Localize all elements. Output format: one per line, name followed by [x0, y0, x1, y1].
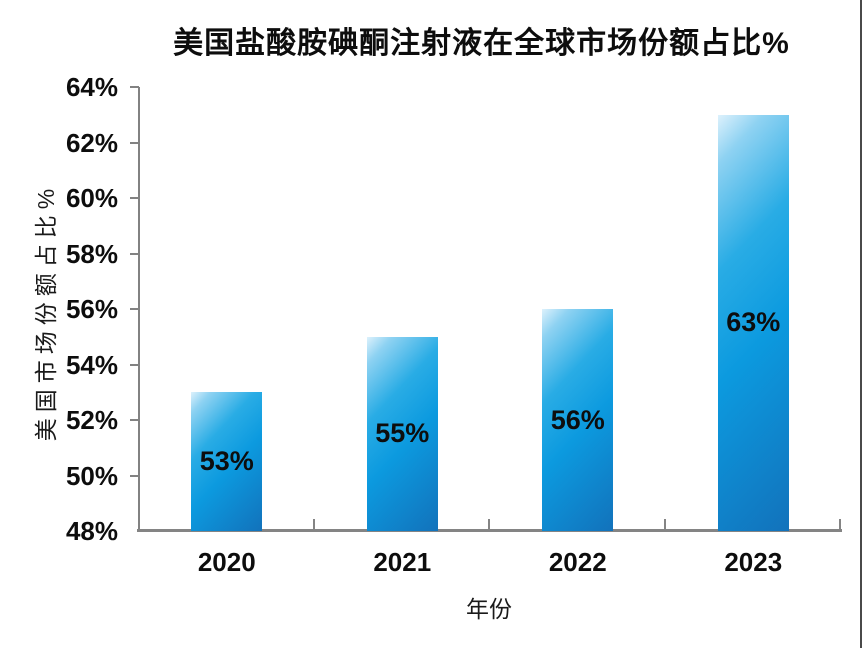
x-axis-title: 年份 — [466, 596, 512, 622]
y-tick-label: 58% — [65, 238, 118, 269]
y-tick-label: 52% — [65, 405, 118, 435]
y-tick-label: 54% — [65, 349, 118, 380]
y-axis-line — [138, 87, 140, 532]
bar: 53% — [191, 392, 263, 531]
page-right-border — [860, 0, 862, 648]
y-tick-label: 50% — [65, 460, 118, 491]
y-tick-mark — [130, 197, 139, 199]
y-tick-mark — [130, 308, 139, 310]
y-tick-mark — [130, 252, 139, 255]
x-category-label: 2020 — [197, 547, 256, 577]
bar-value-label: 53% — [199, 446, 254, 477]
x-category-label: 2022 — [548, 547, 607, 577]
x-category-label: 2021 — [373, 547, 432, 577]
y-tick-label: 48% — [65, 516, 118, 546]
x-tick-mark — [488, 519, 490, 530]
x-axis-line — [137, 529, 842, 532]
y-tick-label: 60% — [65, 183, 118, 213]
y-tick-label: 64% — [65, 72, 118, 102]
bar-value-label: 55% — [375, 418, 430, 449]
x-tick-mark — [663, 519, 666, 530]
x-tick-mark — [312, 519, 315, 530]
y-tick-mark — [130, 86, 139, 88]
bar: 56% — [542, 309, 614, 531]
y-tick-mark — [130, 363, 139, 366]
y-tick-label: 62% — [65, 127, 118, 158]
y-tick-mark — [130, 419, 139, 421]
y-tick-mark — [130, 474, 139, 477]
bar: 55% — [366, 336, 438, 531]
bar: 63% — [717, 114, 789, 531]
y-tick-mark — [130, 141, 139, 144]
bar-value-label: 63% — [726, 307, 781, 338]
x-category-label: 2023 — [724, 547, 783, 577]
x-tick-mark — [839, 519, 841, 530]
chart-title: 美国盐酸胺碘酮注射液在全球市场份额占比% — [173, 27, 790, 60]
y-tick-label: 56% — [65, 294, 118, 324]
bar-value-label: 56% — [550, 404, 605, 435]
